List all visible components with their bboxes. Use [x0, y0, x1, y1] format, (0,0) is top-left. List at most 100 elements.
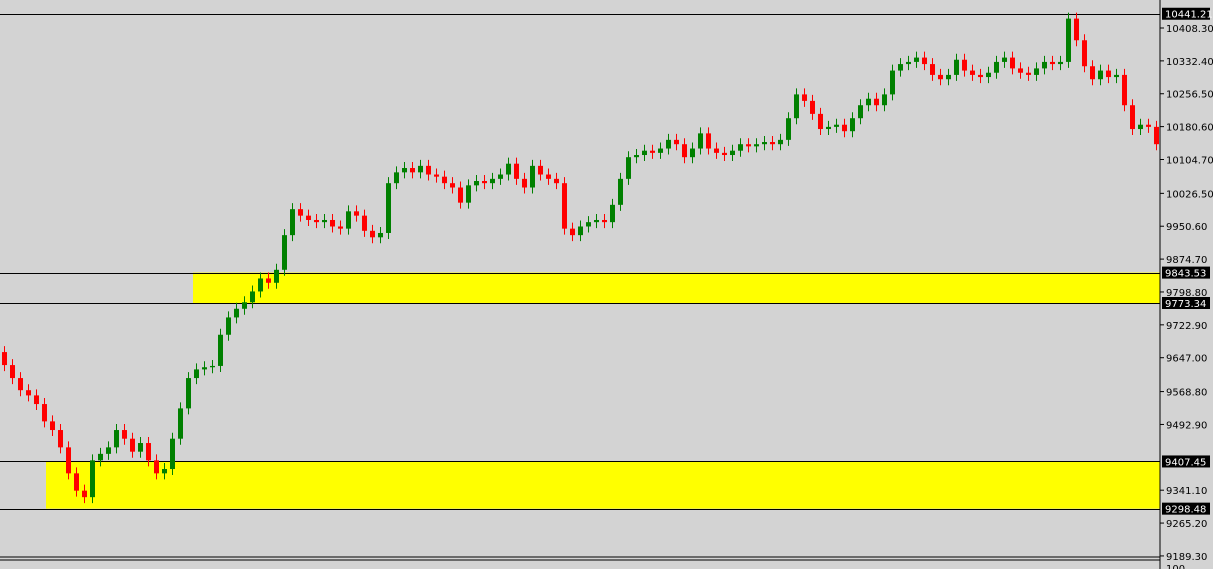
candle-body [1018, 68, 1023, 73]
y-tick-label: 9798.80 [1166, 288, 1207, 299]
candle-body [210, 365, 215, 368]
candle-body [290, 209, 295, 236]
candle-body [410, 168, 415, 173]
candle-body [258, 278, 263, 292]
candle-body [570, 228, 575, 236]
y-tick-label: 10180.60 [1166, 123, 1213, 134]
price-label: 9298.48 [1165, 505, 1206, 516]
candle-body [874, 98, 879, 106]
candle-body [1114, 74, 1119, 78]
candle-body [498, 174, 503, 179]
candle-body [146, 443, 151, 461]
candle-body [202, 367, 207, 370]
candle-body [746, 144, 751, 147]
candle-body [1154, 126, 1159, 145]
candle-body [658, 148, 663, 153]
candle-body [242, 302, 247, 309]
candle-body [90, 460, 95, 498]
candle-body [482, 181, 487, 184]
candle-body [898, 64, 903, 71]
candle-body [546, 174, 551, 179]
candle-body [794, 94, 799, 119]
candle-body [994, 61, 999, 73]
candle-body [106, 447, 111, 454]
candle-body [970, 70, 975, 75]
y-tick-label: 9492.90 [1166, 420, 1207, 431]
candle-body [826, 126, 831, 130]
candle-body [506, 163, 511, 175]
candle-body [882, 94, 887, 106]
candle-body [634, 155, 639, 158]
candle-body [906, 61, 911, 65]
price-label: 9407.45 [1165, 457, 1206, 468]
candle-body [1050, 61, 1055, 65]
candle-body [1106, 70, 1111, 78]
y-tick-label: 9568.80 [1166, 388, 1207, 399]
y-tick-label: 10256.50 [1166, 90, 1213, 101]
candle-body [610, 204, 615, 223]
candle-body [66, 447, 71, 474]
candle-body [450, 183, 455, 188]
candle-body [538, 165, 543, 175]
candle-body [762, 142, 767, 145]
candle-body [914, 57, 919, 62]
candle-body [274, 269, 279, 283]
candle-body [50, 421, 55, 431]
candle-body [386, 183, 391, 233]
candle-body [378, 232, 383, 238]
candle-body [474, 181, 479, 186]
candle-body [394, 172, 399, 184]
candle-body [586, 222, 591, 227]
candle-body [682, 144, 687, 158]
candle-body [890, 70, 895, 95]
price-label-bg [1162, 296, 1210, 309]
price-label-bg [1162, 266, 1210, 279]
candle-body [578, 226, 583, 236]
candle-body [786, 118, 791, 140]
candle-body [1042, 61, 1047, 69]
candle-body [2, 352, 7, 366]
candle-body [1090, 66, 1095, 80]
candle-body [810, 100, 815, 114]
y-tick-label: 9874.70 [1166, 255, 1207, 266]
candle-body [858, 105, 863, 119]
candle-body [850, 118, 855, 132]
candle-body [514, 163, 519, 179]
candle-body [34, 395, 39, 405]
candle-body [298, 209, 303, 216]
candle-body [194, 369, 199, 379]
candle-body [754, 144, 759, 147]
price-label: 9773.34 [1165, 299, 1206, 310]
candle-body [418, 165, 423, 173]
candle-body [1130, 105, 1135, 130]
candle-body [490, 178, 495, 184]
y-tick-label: 10408.30 [1166, 24, 1213, 35]
candle-body [626, 157, 631, 179]
candle-body [354, 211, 359, 216]
candle-body [562, 183, 567, 229]
candle-body [946, 74, 951, 80]
candle-body [266, 278, 271, 283]
candle-body [306, 215, 311, 220]
price-label: 9843.53 [1165, 269, 1206, 280]
candle-body [1010, 57, 1015, 69]
y-tick-label: 9341.10 [1166, 486, 1207, 497]
candle-body [122, 430, 127, 439]
candle-body [26, 390, 31, 396]
candle-body [986, 72, 991, 78]
candle-body [642, 150, 647, 156]
zone-rect[interactable] [46, 461, 1160, 509]
candle-body [1058, 61, 1063, 65]
candle-body [170, 438, 175, 470]
zone-rect[interactable] [193, 272, 1160, 303]
candle-body [618, 178, 623, 205]
candle-body [74, 473, 79, 491]
candle-body [162, 469, 167, 474]
candle-body [370, 230, 375, 238]
candle-body [250, 291, 255, 303]
candle-body [1138, 124, 1143, 130]
y-tick-label: 10026.50 [1166, 189, 1213, 200]
candle-body [346, 211, 351, 229]
candle-body [402, 168, 407, 173]
candle-body [186, 378, 191, 409]
